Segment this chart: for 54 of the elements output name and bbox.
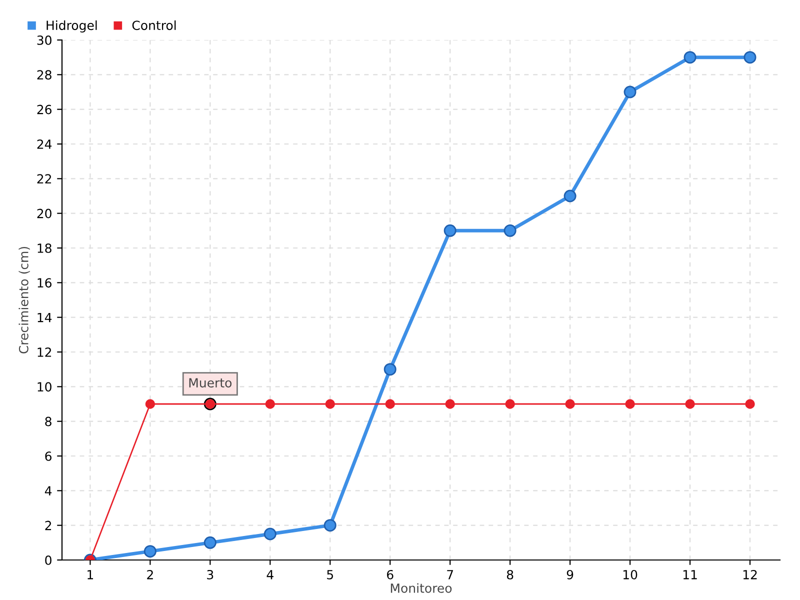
y-tick-label: 18 [38,243,52,253]
point [265,399,276,409]
y-tick-label: 2 [45,520,52,530]
y-tick-label: 26 [37,104,52,114]
point [684,51,696,64]
legend-label: Control [132,20,176,30]
point [744,51,756,64]
y-tick-label: 16 [38,278,52,288]
x-axis-title: Monitoreo [390,583,452,593]
y-tick-label: 14 [38,312,52,322]
x-tick-label: 3 [207,570,214,580]
x-tick-label: 8 [506,570,514,580]
y-tick-label: 0 [45,555,52,565]
point [385,399,395,409]
x-tick-label: 7 [447,570,453,580]
point [144,545,156,558]
y-axis-title: Crecimiento (cm) [18,246,30,354]
y-tick-label: 30 [37,35,52,45]
point [745,399,755,409]
y-tick-label: 28 [37,70,52,80]
point [325,399,335,409]
point [324,519,336,532]
y-tick-label: 10 [38,382,52,392]
point [565,399,575,409]
y-tick-label: 24 [37,139,52,149]
legend-label: Hidrogel [46,20,97,32]
point [145,399,156,409]
point [264,528,276,540]
x-tick-label: 6 [387,570,394,580]
y-tick-label: 6 [45,451,52,461]
x-tick-label: 10 [623,570,638,580]
point [685,399,695,409]
x-tick-label: 2 [147,570,153,580]
x-tick-label: 1 [88,570,94,580]
annotation: Muerto [189,378,232,388]
point [444,224,456,237]
point [624,86,636,98]
x-tick-label: 12 [743,570,757,580]
point [625,399,635,409]
point [204,536,216,549]
point [445,399,455,409]
y-tick-label: 4 [44,486,52,496]
point [384,363,396,376]
x-tick-label: 9 [566,570,574,580]
point [505,399,515,409]
y-tick-label: 22 [37,174,52,184]
point [504,224,516,237]
x-tick-label: 5 [327,570,334,580]
x-tick-label: 4 [266,570,274,580]
y-tick-label: 20 [37,208,52,218]
y-tick-label: 12 [38,347,52,357]
x-tick-label: 11 [683,570,697,580]
y-tick-label: 8 [45,416,52,426]
point [564,190,576,202]
